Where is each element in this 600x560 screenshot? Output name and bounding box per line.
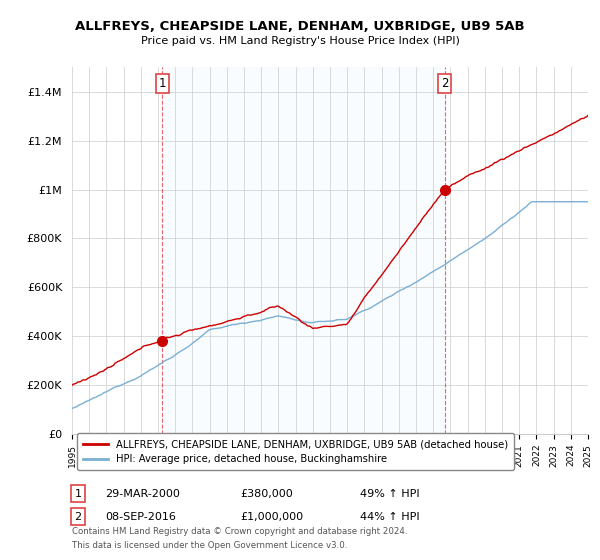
Legend: ALLFREYS, CHEAPSIDE LANE, DENHAM, UXBRIDGE, UB9 5AB (detached house), HPI: Avera: ALLFREYS, CHEAPSIDE LANE, DENHAM, UXBRID… — [77, 433, 514, 470]
Text: Price paid vs. HM Land Registry's House Price Index (HPI): Price paid vs. HM Land Registry's House … — [140, 36, 460, 46]
Text: 2: 2 — [441, 77, 448, 90]
Text: ALLFREYS, CHEAPSIDE LANE, DENHAM, UXBRIDGE, UB9 5AB: ALLFREYS, CHEAPSIDE LANE, DENHAM, UXBRID… — [75, 20, 525, 32]
Text: £1,000,000: £1,000,000 — [240, 512, 303, 522]
Text: This data is licensed under the Open Government Licence v3.0.: This data is licensed under the Open Gov… — [72, 541, 347, 550]
Text: £380,000: £380,000 — [240, 489, 293, 499]
Text: 08-SEP-2016: 08-SEP-2016 — [105, 512, 176, 522]
Text: 29-MAR-2000: 29-MAR-2000 — [105, 489, 180, 499]
Text: 1: 1 — [158, 77, 166, 90]
Text: 49% ↑ HPI: 49% ↑ HPI — [360, 489, 419, 499]
Text: 2: 2 — [74, 512, 82, 522]
Bar — [162, 67, 445, 434]
Text: Contains HM Land Registry data © Crown copyright and database right 2024.: Contains HM Land Registry data © Crown c… — [72, 527, 407, 536]
Text: 1: 1 — [74, 489, 82, 499]
Text: 44% ↑ HPI: 44% ↑ HPI — [360, 512, 419, 522]
